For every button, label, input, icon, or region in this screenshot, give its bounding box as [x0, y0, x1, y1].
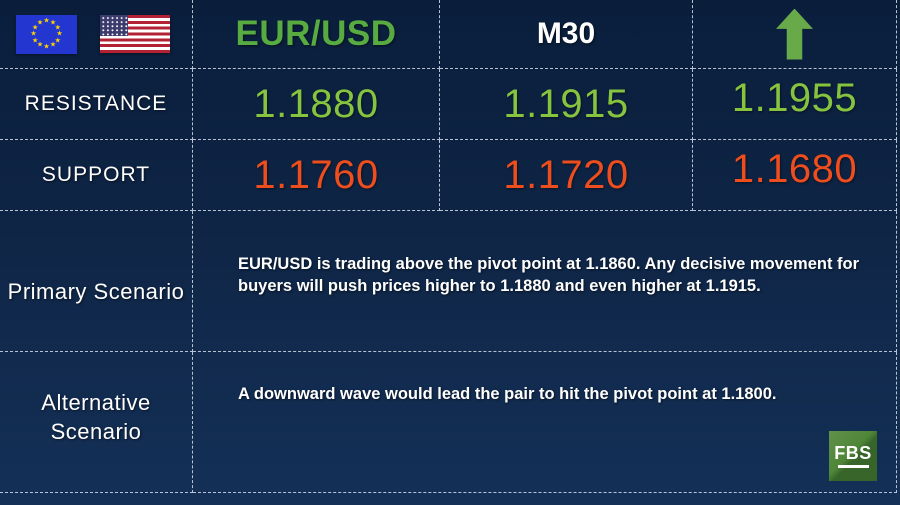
resistance-value-cell: 1.1915 [440, 69, 693, 140]
timeframe-label: M30 [536, 17, 596, 50]
resistance-value-1: 1.1880 [253, 81, 379, 126]
up-arrow-icon [776, 8, 813, 60]
us-flag-icon [100, 15, 170, 53]
pair-cell: EUR/USD [193, 0, 440, 69]
support-value-cell: 1.1680 [693, 140, 897, 211]
support-value-1: 1.1760 [253, 152, 379, 197]
alternative-scenario-text: A downward wave would lead the pair to h… [238, 385, 777, 403]
resistance-label-cell: RESISTANCE [0, 69, 193, 140]
support-value-cell: 1.1760 [193, 140, 440, 211]
primary-scenario-label-cell: Primary Scenario [0, 211, 193, 352]
primary-scenario-text-cell: EUR/USD is trading above the pivot point… [193, 211, 897, 352]
resistance-label: RESISTANCE [24, 92, 168, 115]
primary-scenario-text: EUR/USD is trading above the pivot point… [238, 255, 860, 296]
pair-title: EUR/USD [235, 14, 397, 53]
fbs-logo: FBS [829, 431, 877, 481]
trend-cell [693, 0, 897, 69]
support-value-cell: 1.1720 [440, 140, 693, 211]
timeframe-cell: M30 [440, 0, 693, 69]
fbs-logo-text: FBS [834, 443, 872, 463]
resistance-value-cell: 1.1955 [693, 69, 897, 140]
levels-table: ★ ★ ★ ★ ★ ★ ★ ★ ★ ★ ★ ★ EUR/U [0, 0, 897, 493]
eu-flag-icon: ★ ★ ★ ★ ★ ★ ★ ★ ★ ★ ★ ★ [16, 14, 77, 54]
currency-flags: ★ ★ ★ ★ ★ ★ ★ ★ ★ ★ ★ ★ [0, 14, 192, 54]
support-value-2: 1.1720 [503, 152, 629, 197]
support-value-3: 1.1680 [731, 146, 858, 191]
us-flag-canton [100, 15, 128, 36]
resistance-value-3: 1.1955 [731, 75, 858, 120]
flags-cell: ★ ★ ★ ★ ★ ★ ★ ★ ★ ★ ★ ★ [0, 0, 193, 69]
fbs-logo-underline [837, 465, 869, 468]
alternative-scenario-label-cell: Alternative Scenario [0, 352, 193, 493]
alternative-scenario-label: Alternative Scenario [41, 390, 151, 445]
resistance-value-2: 1.1915 [503, 81, 629, 126]
alternative-scenario-text-cell: A downward wave would lead the pair to h… [193, 352, 897, 493]
primary-scenario-label: Primary Scenario [7, 279, 185, 304]
support-label-cell: SUPPORT [0, 140, 193, 211]
resistance-value-cell: 1.1880 [193, 69, 440, 140]
support-label: SUPPORT [41, 163, 151, 186]
